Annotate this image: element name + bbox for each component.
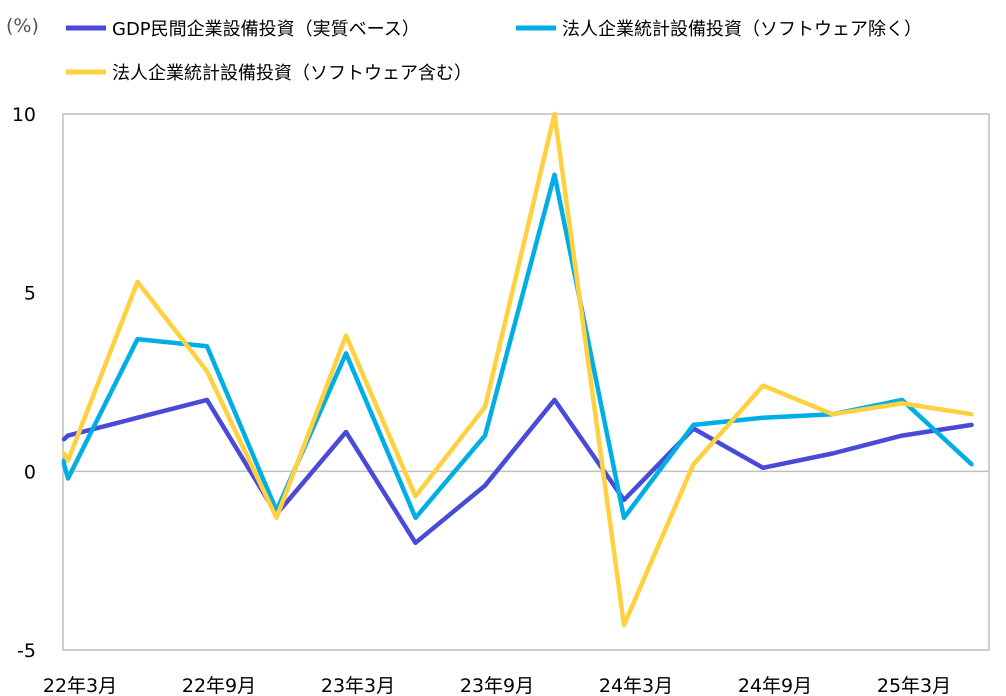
x-tick-label: 25年3月: [877, 675, 951, 696]
y-tick-label: -5: [17, 640, 36, 662]
legend-label-1: 法人企業統計設備投資（ソフトウェア除く）: [562, 19, 922, 40]
legend: GDP民間企業設備投資（実質ベース） 法人企業統計設備投資（ソフトウェア除く） 法人…: [66, 19, 922, 84]
x-axis-ticks: 22年3月 22年9月 23年3月 23年9月 24年3月 24年9月 25年3月: [43, 675, 951, 696]
series-line-2: [61, 111, 974, 628]
x-tick-label: 23年3月: [321, 675, 395, 696]
series-line-1: [61, 172, 974, 521]
series-lines: [61, 111, 974, 628]
x-tick-label: 22年9月: [182, 675, 256, 696]
x-tick-label: 23年9月: [460, 675, 534, 696]
x-tick-label: 22年3月: [43, 675, 117, 696]
y-axis-ticks: 10 5 0 -5: [12, 104, 36, 662]
legend-label-2: 法人企業統計設備投資（ソフトウェア含む）: [112, 63, 472, 84]
y-axis-unit-label: (%): [6, 15, 39, 37]
y-tick-label: 5: [24, 283, 36, 305]
legend-label-0: GDP民間企業設備投資（実質ベース）: [112, 19, 420, 40]
x-tick-label: 24年9月: [738, 675, 812, 696]
plot-frame: [62, 113, 990, 651]
series-line-0: [61, 397, 974, 546]
y-tick-label: 10: [12, 104, 36, 126]
x-tick-label: 24年3月: [599, 675, 673, 696]
y-tick-label: 0: [24, 461, 36, 483]
plot-area: 10 5 0 -5 22年3月 22年9月 23年3月 23年9月 24年3月 24年9月 25年…: [12, 104, 990, 696]
